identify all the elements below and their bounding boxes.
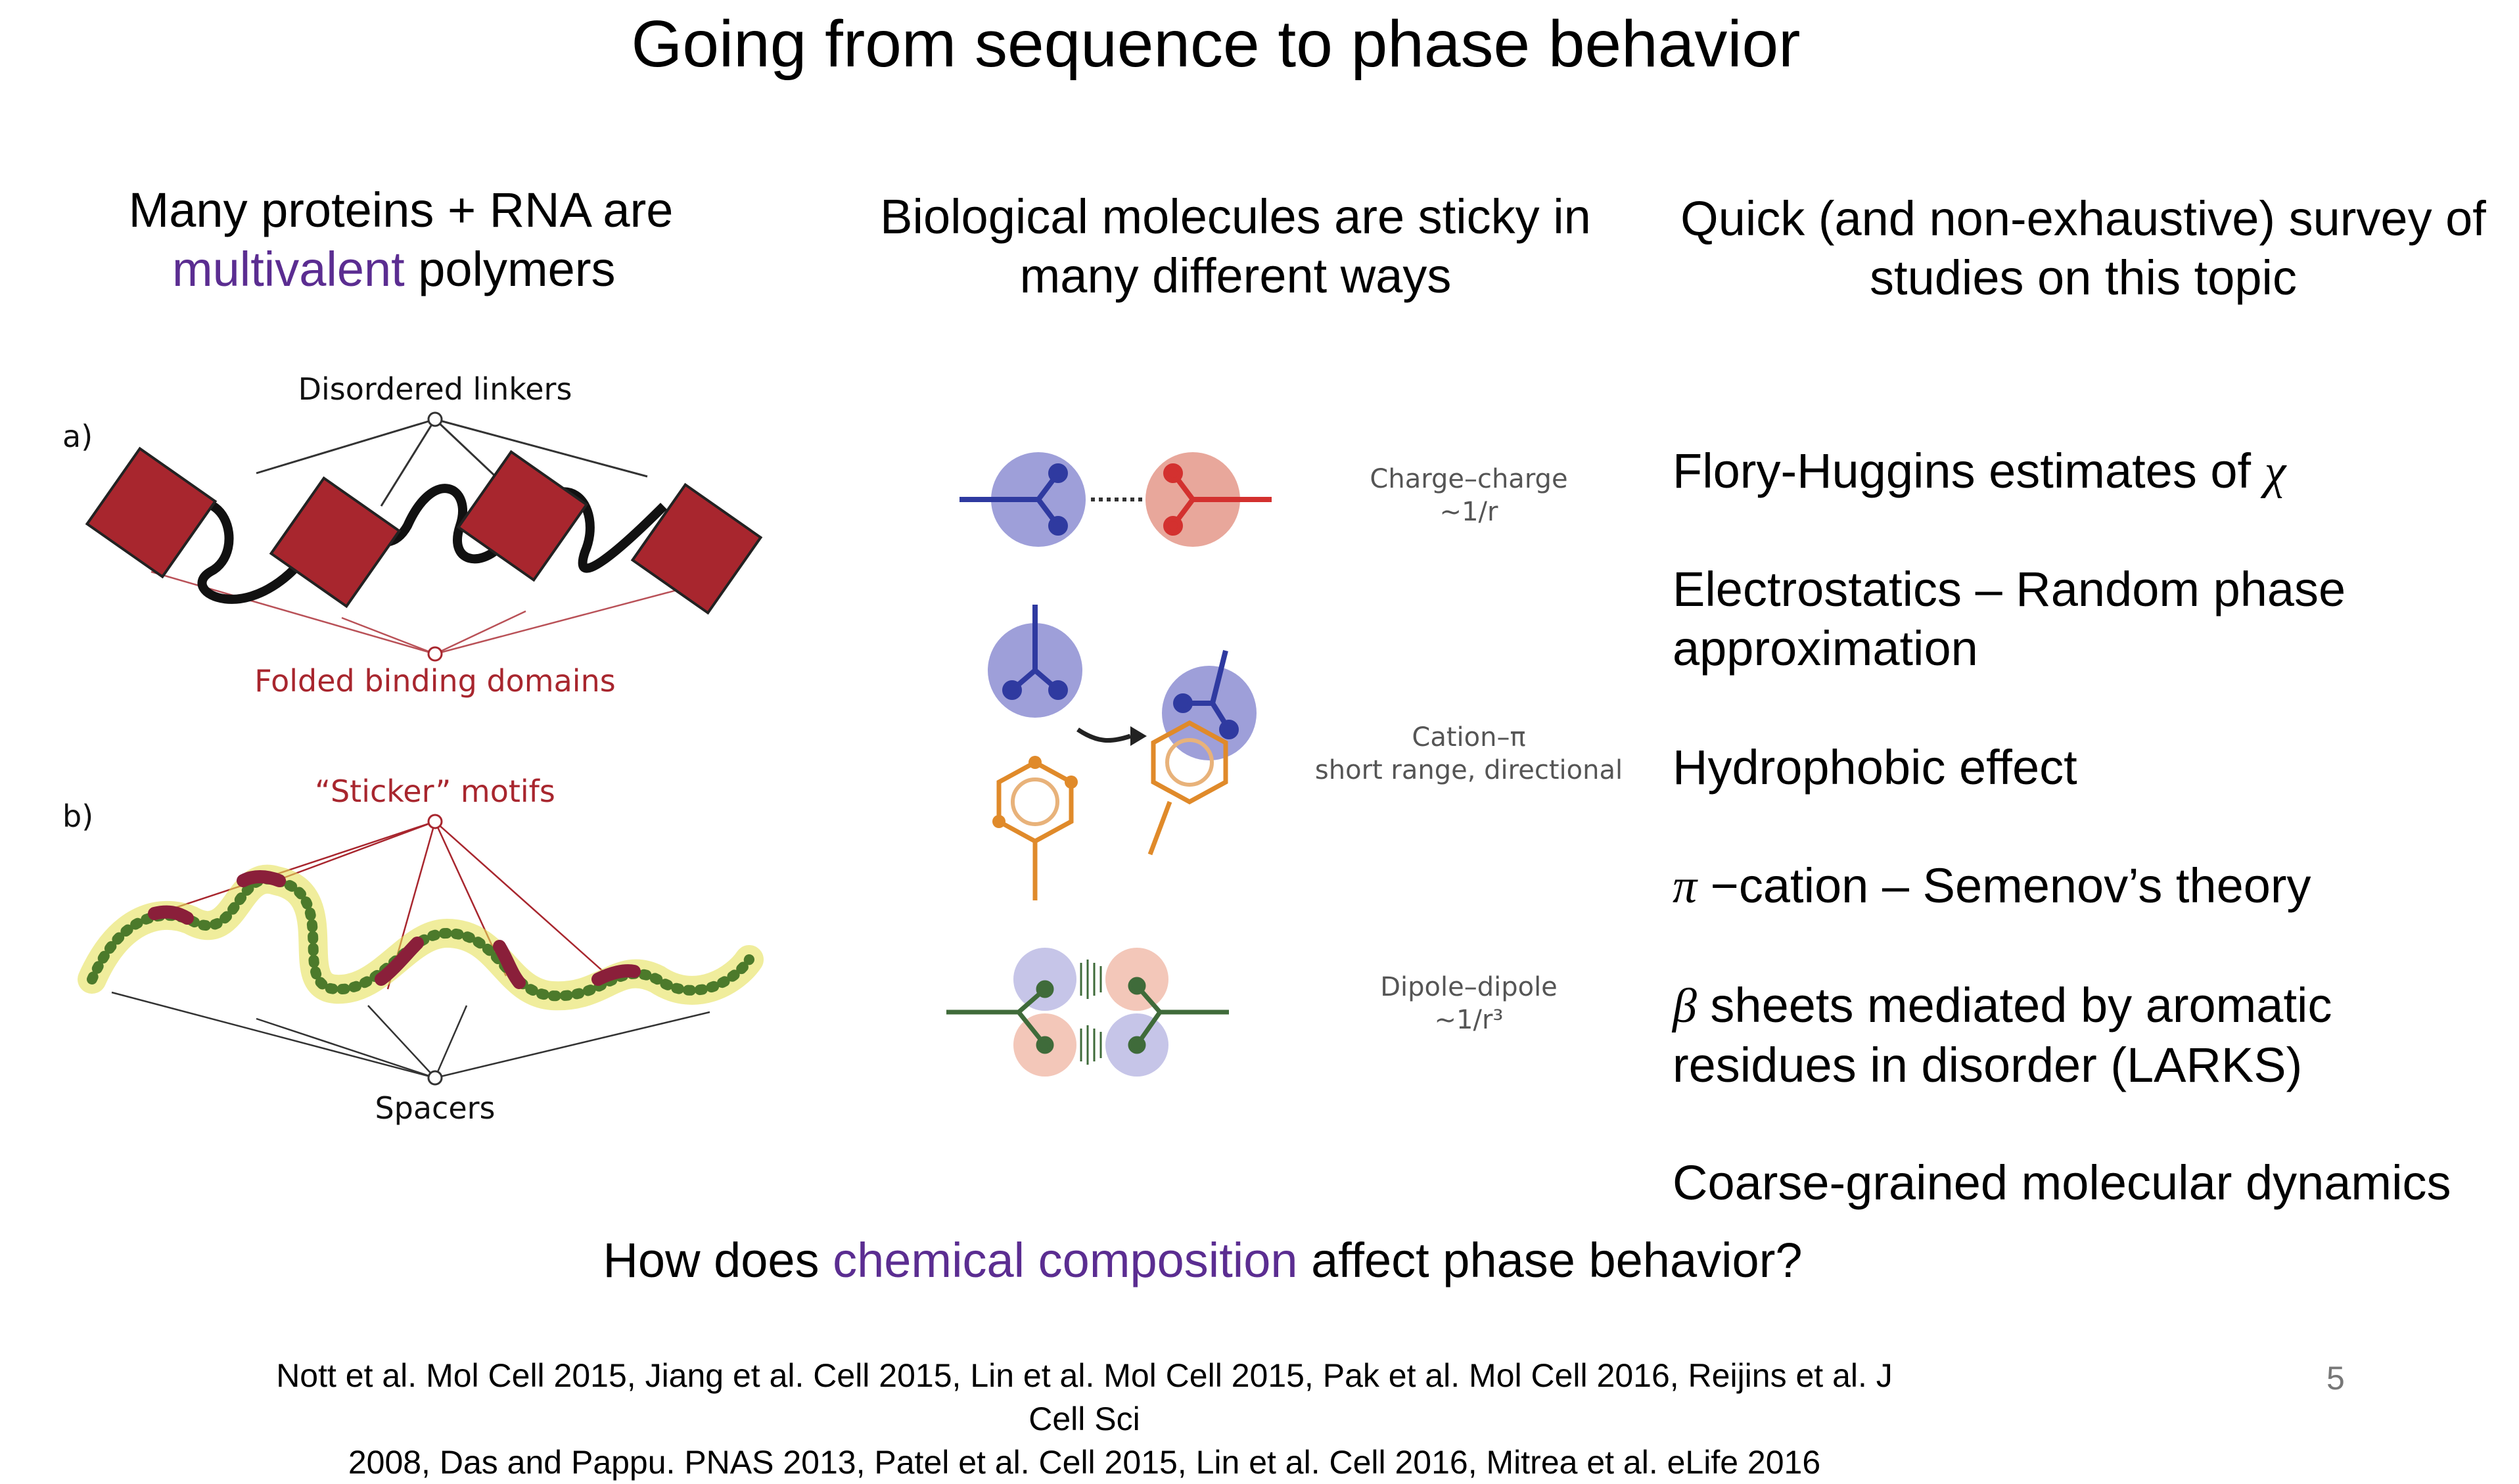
domain-pointer-node <box>427 646 443 662</box>
folded-domain-1 <box>85 446 218 579</box>
aromatic-ring-right <box>1151 720 1228 804</box>
beta-symbol: β <box>1673 979 1697 1033</box>
slide-title: Going from sequence to phase behavior <box>631 7 1801 81</box>
multivalent-highlight: multivalent <box>172 242 405 296</box>
right-heading-line1: Quick (and non-exhaustive) survey of <box>1680 191 2486 246</box>
beta-sheets-line1: sheets mediated by aromatic <box>1696 978 2332 1032</box>
spacer-pointer-lines <box>111 991 710 1079</box>
folded-binding-domains-label: Folded binding domains <box>254 663 615 699</box>
sticker-segment-3 <box>375 937 424 986</box>
beta-sheets-line2: residues in disorder (LARKS) <box>1673 1038 2303 1092</box>
domain-pointer-lines <box>150 570 697 655</box>
chi-symbol: χ <box>2264 445 2286 499</box>
spacer-pointer-node <box>427 1070 443 1086</box>
pi-cation-text: −cation – Semenov’s theory <box>1697 858 2311 913</box>
page-number: 5 <box>2326 1360 2345 1397</box>
folded-domain-2 <box>269 476 402 609</box>
sticker-segment-4 <box>493 940 526 989</box>
cation-pi-label: Cation–π <box>1412 722 1525 753</box>
cation-pi-detail: short range, directional <box>1315 755 1623 785</box>
survey-hydrophobic: Hydrophobic effect <box>1673 740 2077 795</box>
middle-heading-line1: Biological molecules are sticky in <box>880 189 1591 244</box>
linker-pointer-lines <box>256 418 648 507</box>
right-heading-line2: studies on this topic <box>1870 250 2297 305</box>
middle-column-heading: Biological molecules are sticky in many … <box>841 187 1630 306</box>
multivalent-polymer-diagram: a) Disordered linkers Folded binding dom… <box>62 371 764 1126</box>
electrostatics-line2: approximation <box>1673 621 1978 676</box>
interaction-types-diagram: Charge–charge ~1/r Cation–π short range,… <box>946 452 1623 1077</box>
dipole-dipole-illustration: Dipole–dipole ~1/r³ <box>946 948 1558 1077</box>
dipole-dipole-label: Dipole–dipole <box>1380 972 1558 1002</box>
sticker-segment-5 <box>591 964 641 986</box>
sticker-pointer-node <box>427 814 443 829</box>
references: Nott et al. Mol Cell 2015, Jiang et al. … <box>263 1354 1906 1484</box>
sticker-segment-1 <box>148 905 194 925</box>
survey-flory-huggins: Flory-Huggins estimates of χ <box>1673 442 2286 501</box>
references-line1: Nott et al. Mol Cell 2015, Jiang et al. … <box>276 1357 1893 1437</box>
aromatic-ring-left <box>996 760 1074 844</box>
question-before: How does <box>603 1233 833 1287</box>
folded-domain-3 <box>456 450 589 582</box>
spacers-label: Spacers <box>375 1090 495 1126</box>
dipole-dipole-detail: ~1/r³ <box>1435 1005 1504 1035</box>
left-column-heading: Many proteins + RNA are multivalent poly… <box>118 181 683 299</box>
chemical-composition-highlight: chemical composition <box>833 1233 1298 1287</box>
composition-question: How does chemical composition affect pha… <box>0 1232 2405 1288</box>
references-line2: 2008, Das and Pappu. PNAS 2013, Patel et… <box>348 1444 1821 1481</box>
folded-domain-4 <box>630 482 763 615</box>
charge-charge-label: Charge–charge <box>1370 464 1567 494</box>
pi-symbol: π <box>1673 860 1698 914</box>
survey-coarse-grained-md: Coarse-grained molecular dynamics <box>1673 1155 2451 1210</box>
dipole-field-lines <box>1080 960 1102 1065</box>
middle-heading-line2: many different ways <box>1019 248 1452 303</box>
charge-charge-detail: ~1/r <box>1440 497 1498 527</box>
sticker-segment-2 <box>237 870 286 887</box>
folded-domains <box>85 446 763 615</box>
left-heading-rest: polymers <box>404 242 616 296</box>
survey-pi-cation: π −cation – Semenov’s theory <box>1673 856 2311 916</box>
flory-huggins-text: Flory-Huggins estimates of <box>1673 444 2265 498</box>
cation-pi-illustration: Cation–π short range, directional <box>988 605 1623 900</box>
question-after: affect phase behavior? <box>1297 1233 1803 1287</box>
charge-charge-illustration: Charge–charge ~1/r <box>959 452 1568 547</box>
linker-pointer-node <box>427 411 443 427</box>
disordered-linkers-label: Disordered linkers <box>298 371 572 407</box>
left-heading-line1: Many proteins + RNA are <box>128 183 674 237</box>
sticker-motifs-label: “Sticker” motifs <box>315 774 555 809</box>
panel-a-label: a) <box>62 419 93 454</box>
panel-b-label: b) <box>62 799 93 834</box>
cation-pi-arrow <box>1130 726 1147 746</box>
survey-electrostatics: Electrostatics – Random phase approximat… <box>1673 560 2346 678</box>
left-heading-line2: multivalent polymers <box>118 240 683 299</box>
right-column-heading: Quick (and non-exhaustive) survey of stu… <box>1656 189 2510 308</box>
electrostatics-line1: Electrostatics – Random phase <box>1673 562 2346 616</box>
sticker-motif-segments <box>148 870 641 989</box>
survey-beta-sheets: β sheets mediated by aromatic residues i… <box>1673 976 2332 1095</box>
disordered-linker-chain <box>161 484 667 604</box>
